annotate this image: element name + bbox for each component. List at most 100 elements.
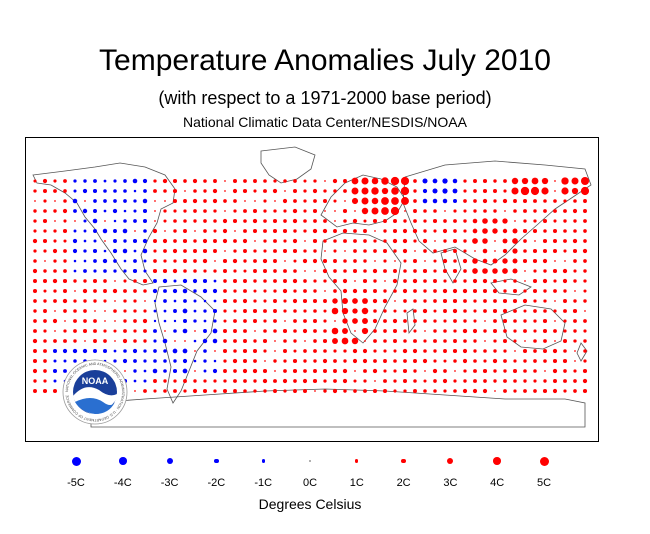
anomaly-dot [573,279,577,283]
anomaly-dot [103,199,107,203]
anomaly-dot [383,269,387,273]
anomaly-dot [123,179,127,183]
anomaly-dot [483,359,487,363]
anomaly-dot [513,199,517,203]
anomaly-dot [453,279,457,283]
anomaly-dot [503,349,507,353]
anomaly-dot [123,279,127,283]
anomaly-dot [493,369,497,373]
anomaly-dot [371,177,379,185]
anomaly-dot [283,309,287,313]
anomaly-dot [352,218,358,224]
anomaly-dot [542,258,548,264]
anomaly-dot [93,349,97,353]
anomaly-dot [413,239,417,243]
anomaly-dot [413,199,417,203]
anomaly-dot [143,269,147,273]
anomaly-dot [432,178,438,184]
anomaly-dot [163,289,167,293]
anomaly-dot [52,318,58,324]
anomaly-dot [252,348,258,354]
anomaly-dot [503,279,507,283]
anomaly-dot [83,259,87,263]
anomaly-dot [93,199,97,203]
anomaly-dot [293,379,297,383]
anomaly-dot [554,340,556,342]
anomaly-dot [182,238,188,244]
anomaly-dot [472,228,478,234]
anomaly-dot [82,188,88,194]
anomaly-dot [583,239,587,243]
anomaly-dot [402,368,408,374]
anomaly-dot [293,179,297,183]
anomaly-dot [203,219,207,223]
anomaly-dot [172,368,178,374]
anomaly-dot [182,358,188,364]
anomaly-dot [542,238,548,244]
anomaly-dot [363,219,367,223]
anomaly-dot [533,329,537,333]
anomaly-dot [173,219,177,223]
anomaly-dot [293,229,297,233]
anomaly-dot [43,359,47,363]
anomaly-dot [103,209,107,213]
anomaly-dot [393,349,397,353]
anomaly-dot [463,199,467,203]
anomaly-dot [72,348,78,354]
anomaly-dot [253,299,257,303]
anomaly-dot [563,199,567,203]
anomaly-dot [523,369,527,373]
anomaly-dot [433,209,437,213]
anomaly-dot [183,199,187,203]
anomaly-dot [253,189,257,193]
anomaly-dot [503,369,507,373]
anomaly-dot [93,259,97,263]
anomaly-dot [453,359,457,363]
anomaly-dot [293,289,297,293]
anomaly-dot [33,329,37,333]
anomaly-dot [313,369,317,373]
anomaly-dot [523,389,527,393]
anomaly-dot [383,289,387,293]
anomaly-dot [153,339,157,343]
anomaly-dot [453,389,457,393]
anomaly-dot [53,179,57,183]
anomaly-dot [482,198,488,204]
anomaly-dot [352,308,358,314]
anomaly-dot [443,279,447,283]
anomaly-dot [222,258,228,264]
anomaly-dot [443,249,447,253]
anomaly-dot [132,178,138,184]
anomaly-dot [32,288,38,294]
anomaly-dot [521,177,529,185]
anomaly-dot [503,389,507,393]
anomaly-dot [53,299,57,303]
anomaly-dot [571,187,579,195]
anomaly-dot [123,309,127,313]
anomaly-dot [102,258,108,264]
anomaly-dot [233,299,237,303]
legend-label: 0C [302,477,318,489]
anomaly-dot [32,268,38,274]
anomaly-dot [493,379,497,383]
anomaly-dot [274,370,276,372]
anomaly-dot [403,359,407,363]
anomaly-dot [212,188,218,194]
anomaly-dot [523,359,527,363]
anomaly-dot [453,379,457,383]
anomaly-dot [442,298,448,304]
anomaly-dot [362,278,368,284]
anomaly-dot [313,179,317,183]
anomaly-dot [333,249,337,253]
anomaly-dot [123,219,127,223]
anomaly-dot [312,188,318,194]
anomaly-dot [403,379,407,383]
anomaly-dot [253,289,257,293]
anomaly-dot [472,218,478,224]
anomaly-dot [184,190,186,192]
anomaly-dot [452,298,458,304]
anomaly-dot [532,228,538,234]
anomaly-dot [33,389,37,393]
anomaly-dot [43,209,47,213]
anomaly-dot [223,359,227,363]
